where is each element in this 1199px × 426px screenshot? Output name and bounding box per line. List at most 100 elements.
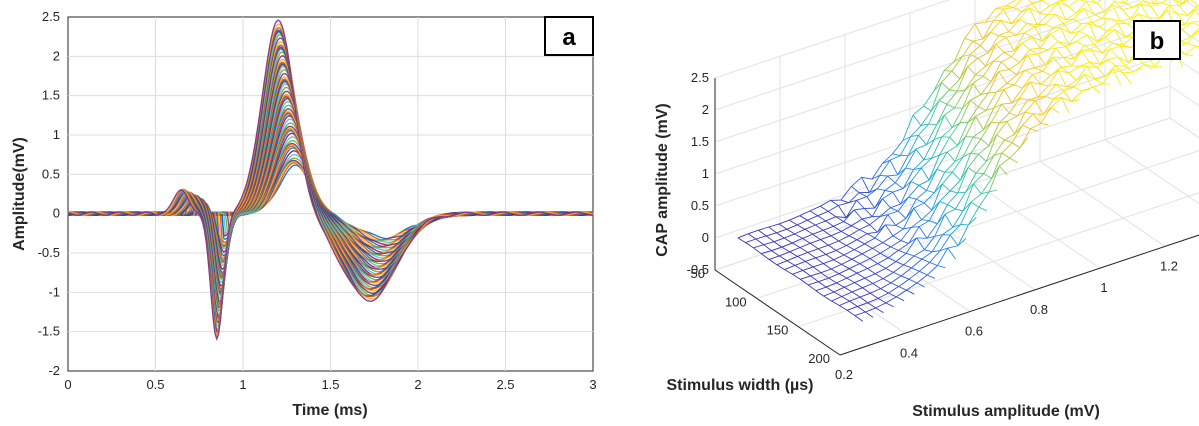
panel-b-mesh-line bbox=[861, 248, 873, 255]
panel-b-mesh-line bbox=[797, 251, 808, 257]
panel-b-mesh-line bbox=[838, 273, 848, 279]
panel-b-mesh-line bbox=[840, 199, 849, 204]
panel-b-mesh-line bbox=[858, 192, 868, 198]
panel-b-mesh-line bbox=[802, 266, 814, 271]
panel-b-mesh-line bbox=[1153, 2, 1162, 5]
panel-b-mesh-line bbox=[1122, 44, 1131, 48]
panel-b-mesh-line bbox=[924, 249, 933, 253]
panel-b-mesh-line bbox=[1130, 13, 1139, 20]
panel-b-mesh-line bbox=[903, 226, 912, 230]
panel-b-mesh-line bbox=[1003, 84, 1015, 90]
panel-a-x-tick-label: 0 bbox=[64, 377, 71, 392]
panel-b-mesh-line bbox=[923, 105, 932, 112]
panel-b-mesh-line bbox=[1084, 73, 1095, 80]
panel-b-x-tick-label: 1.2 bbox=[1160, 258, 1178, 273]
panel-b-mesh-line bbox=[859, 292, 871, 298]
panel-b-mesh-line bbox=[768, 226, 777, 234]
panel-b-mesh-line bbox=[1109, 45, 1121, 50]
panel-b-mesh-line bbox=[1000, 61, 1010, 70]
panel-b-mesh-line bbox=[946, 151, 956, 162]
panel-b-mesh-line bbox=[874, 190, 886, 209]
panel-a-y-tick-label: 1.5 bbox=[42, 88, 60, 103]
panel-b-mesh-line bbox=[949, 224, 961, 236]
panel-b-mesh-line bbox=[975, 65, 986, 76]
panel-b-mesh-line bbox=[1039, 12, 1048, 16]
panel-b-grid-line bbox=[714, 85, 1171, 239]
panel-b-mesh-line bbox=[969, 45, 981, 55]
panel-b-mesh-line bbox=[1016, 111, 1026, 117]
panel-b-mesh-line bbox=[1086, 0, 1095, 15]
panel-b-mesh-line bbox=[908, 196, 917, 200]
panel-b-mesh-line bbox=[1096, 2, 1105, 12]
panel-b-mesh-line bbox=[982, 31, 991, 40]
panel-a-y-axis-label: Amplitude(mV) bbox=[11, 137, 28, 251]
panel-b-mesh-line bbox=[973, 173, 985, 185]
panel-b-mesh-line bbox=[972, 129, 984, 138]
panel-b-mesh-line bbox=[864, 237, 876, 245]
panel-b-mesh-line bbox=[880, 252, 889, 259]
panel-b-mesh-line bbox=[978, 145, 990, 155]
panel-a-letter-box bbox=[544, 16, 594, 56]
panel-b-mesh-line bbox=[877, 292, 889, 299]
panel-b-mesh-line bbox=[951, 122, 961, 128]
panel-b-mesh-line bbox=[1010, 11, 1023, 25]
panel-b-mesh-line bbox=[854, 277, 866, 284]
panel-b-mesh-line bbox=[923, 192, 935, 204]
panel-b-mesh-line bbox=[939, 200, 948, 205]
panel-b-mesh-line bbox=[980, 138, 990, 147]
panel-b-mesh-line bbox=[895, 252, 907, 262]
panel-b-mesh-line bbox=[912, 105, 924, 116]
panel-b-mesh-line bbox=[1094, 44, 1103, 54]
panel-b-mesh-line bbox=[980, 122, 992, 140]
panel-b-mesh-line bbox=[1027, 0, 1033, 4]
panel-b-mesh-line bbox=[988, 189, 998, 193]
panel-b-mesh-line bbox=[928, 169, 938, 181]
panel-b-mesh-line bbox=[755, 235, 767, 240]
panel-b-mesh-line bbox=[956, 66, 969, 92]
panel-b-mesh-line bbox=[998, 31, 1009, 37]
panel-b-mesh-line bbox=[794, 228, 806, 235]
panel-b-mesh-line bbox=[890, 203, 901, 209]
panel-b-mesh-line bbox=[776, 264, 785, 270]
panel-b-z-axis-label: CAP amplitude (mV) bbox=[654, 103, 671, 257]
panel-b-mesh-line bbox=[1032, 74, 1041, 85]
panel-b-mesh-line bbox=[915, 148, 925, 160]
panel-b-y-axis bbox=[714, 269, 841, 356]
panel-b-mesh-line bbox=[810, 272, 822, 277]
panel-b-mesh-line bbox=[1076, 41, 1085, 46]
panel-b-mesh-line bbox=[1055, 14, 1064, 24]
panel-b-mesh-line bbox=[831, 296, 842, 302]
panel-b-mesh-line bbox=[913, 255, 923, 260]
panel-b-mesh-line bbox=[827, 205, 839, 212]
panel-b-mesh-line bbox=[849, 300, 858, 307]
panel-b-mesh-line bbox=[988, 91, 997, 94]
panel-b-mesh-line bbox=[845, 200, 857, 218]
panel-b-mesh-line bbox=[1031, 0, 1043, 4]
panel-b-mesh-line bbox=[877, 263, 886, 269]
panel-b-mesh-line bbox=[957, 191, 966, 194]
panel-b-mesh-line bbox=[1094, 10, 1105, 15]
panel-b-mesh-line bbox=[1009, 157, 1018, 163]
panel-b-mesh-line bbox=[888, 286, 899, 294]
panel-b-mesh-line bbox=[1045, 56, 1054, 66]
panel-b-mesh-line bbox=[887, 174, 898, 177]
panel-b-mesh-line bbox=[929, 261, 938, 266]
panel-b-mesh-line bbox=[1011, 97, 1020, 104]
panel-b-mesh-line bbox=[861, 176, 872, 180]
panel-b-mesh-line bbox=[1047, 70, 1059, 87]
panel-b-mesh-line bbox=[912, 114, 922, 126]
panel-b-mesh-line bbox=[851, 287, 863, 293]
panel-b-mesh-line bbox=[957, 238, 967, 247]
panel-b-mesh-line bbox=[1000, 19, 1012, 25]
panel-b-mesh-line bbox=[900, 227, 912, 241]
panel-b-mesh-line bbox=[975, 116, 984, 130]
panel-b-mesh-line bbox=[867, 297, 879, 304]
panel-b-mesh-line bbox=[823, 263, 832, 270]
panel-b-mesh-line bbox=[830, 200, 839, 206]
panel-b-mesh-line bbox=[854, 315, 864, 322]
panel-b-mesh-line bbox=[918, 123, 930, 136]
panel-b-mesh-line bbox=[843, 254, 853, 260]
panel-b-mesh-line bbox=[1138, 13, 1149, 19]
panel-a-x-axis-label: Time (ms) bbox=[292, 402, 367, 419]
panel-b-mesh-line bbox=[930, 82, 943, 111]
